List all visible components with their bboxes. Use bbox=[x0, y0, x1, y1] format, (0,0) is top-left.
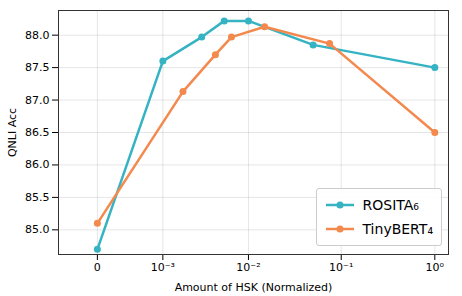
svg-text:10⁻²: 10⁻² bbox=[236, 261, 260, 274]
svg-text:86.0: 86.0 bbox=[25, 158, 50, 171]
html-text:ROSITA₆: ROSITA₆ bbox=[362, 197, 419, 213]
svg-text:0: 0 bbox=[94, 261, 101, 274]
svg-text:Amount of HSK (Normalized): Amount of HSK (Normalized) bbox=[175, 281, 333, 294]
svg-text:10⁰: 10⁰ bbox=[426, 261, 445, 274]
svg-text:85.0: 85.0 bbox=[25, 223, 50, 236]
svg-text:10⁻¹: 10⁻¹ bbox=[329, 261, 353, 274]
svg-text:88.0: 88.0 bbox=[25, 29, 50, 42]
svg-text:85.5: 85.5 bbox=[25, 191, 50, 204]
svg-text:86.5: 86.5 bbox=[25, 126, 50, 139]
svg-text:10⁻³: 10⁻³ bbox=[151, 261, 175, 274]
svg-text:87.0: 87.0 bbox=[25, 94, 50, 107]
html-text:TinyBERT₄: TinyBERT₄ bbox=[362, 221, 433, 237]
svg-text:QNLI Acc: QNLI Acc bbox=[6, 108, 19, 157]
svg-text:87.5: 87.5 bbox=[25, 61, 50, 74]
